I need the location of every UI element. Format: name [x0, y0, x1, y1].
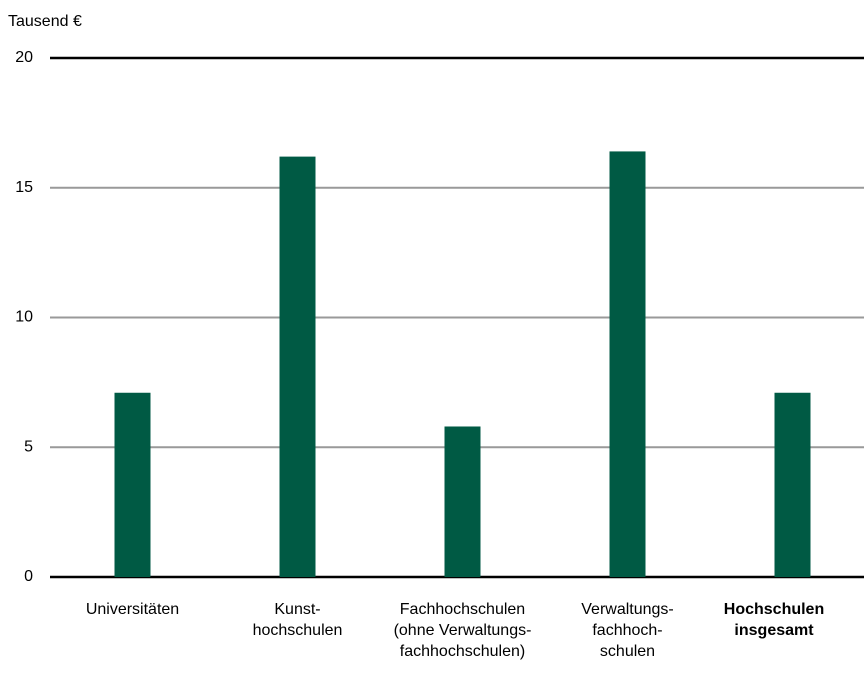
bar: [444, 426, 481, 577]
bar: [279, 156, 316, 578]
y-axis-label: Tausend €: [8, 13, 82, 30]
y-tick-label: 5: [24, 438, 33, 455]
x-tick-label: Hochschulen insgesamt: [723, 601, 825, 639]
bar: [609, 151, 646, 578]
x-tick-label: Verwaltungs- fachhoch- schulen: [581, 601, 674, 660]
y-tick-label: 10: [15, 309, 33, 326]
x-tick-label: Fachhochschulen (ohne Verwaltungs- fachh…: [393, 601, 532, 660]
bar: [114, 392, 151, 577]
bar: [774, 392, 811, 577]
y-tick-label: 20: [15, 49, 33, 66]
y-tick-label: 15: [15, 179, 33, 196]
x-tick-label: Kunst- hochschulen: [252, 601, 343, 639]
x-tick-label: Universitäten: [85, 601, 180, 618]
y-tick-label: 0: [24, 568, 33, 585]
